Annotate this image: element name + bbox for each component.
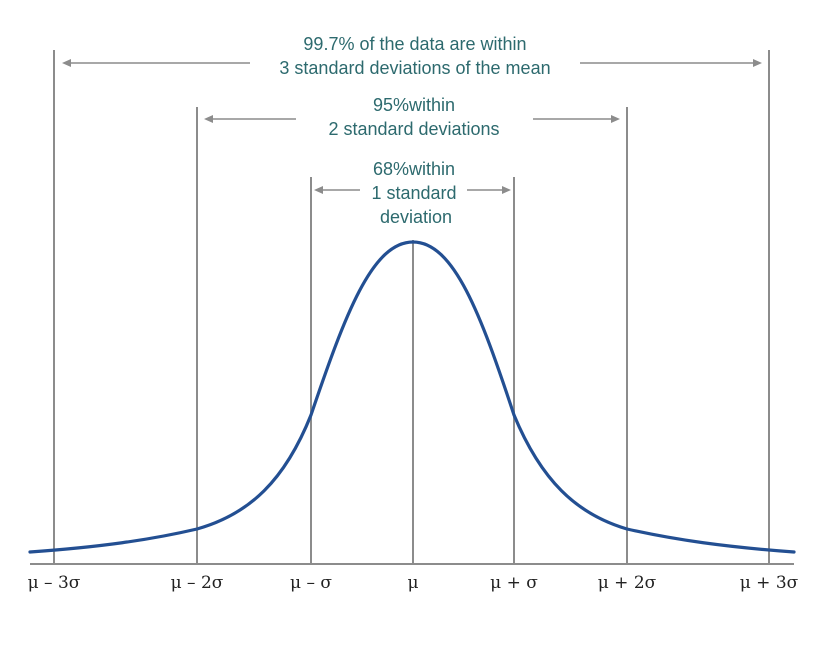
one-sigma-label-line3: deviation: [380, 207, 452, 227]
tick-label-minus-3sigma: μ – 3σ: [28, 573, 81, 593]
tick-label-minus-2sigma: μ – 2σ: [171, 573, 224, 593]
one-sigma-label-line2: 1 standard: [371, 183, 456, 203]
tick-label-plus-2sigma: μ + 2σ: [598, 573, 657, 593]
tick-label-minus-1sigma: μ – σ: [290, 573, 332, 593]
two-sigma-label-line1: 95%within: [373, 95, 455, 115]
two-sigma-label-line2: 2 standard deviations: [328, 119, 499, 139]
three-sigma-arrow: [62, 59, 762, 67]
bell-curve: [28, 240, 796, 554]
three-sigma-label-line1: 99.7% of the data are within: [303, 34, 526, 54]
one-sigma-arrow: [314, 186, 511, 194]
three-sigma-label-line2: 3 standard deviations of the mean: [279, 58, 550, 78]
two-sigma-arrow: [204, 115, 620, 123]
one-sigma-label-line1: 68%within: [373, 159, 455, 179]
tick-label-plus-1sigma: μ + σ: [490, 573, 538, 593]
tick-label-mean: μ: [407, 573, 418, 593]
tick-label-plus-3sigma: μ + 3σ: [740, 573, 799, 593]
